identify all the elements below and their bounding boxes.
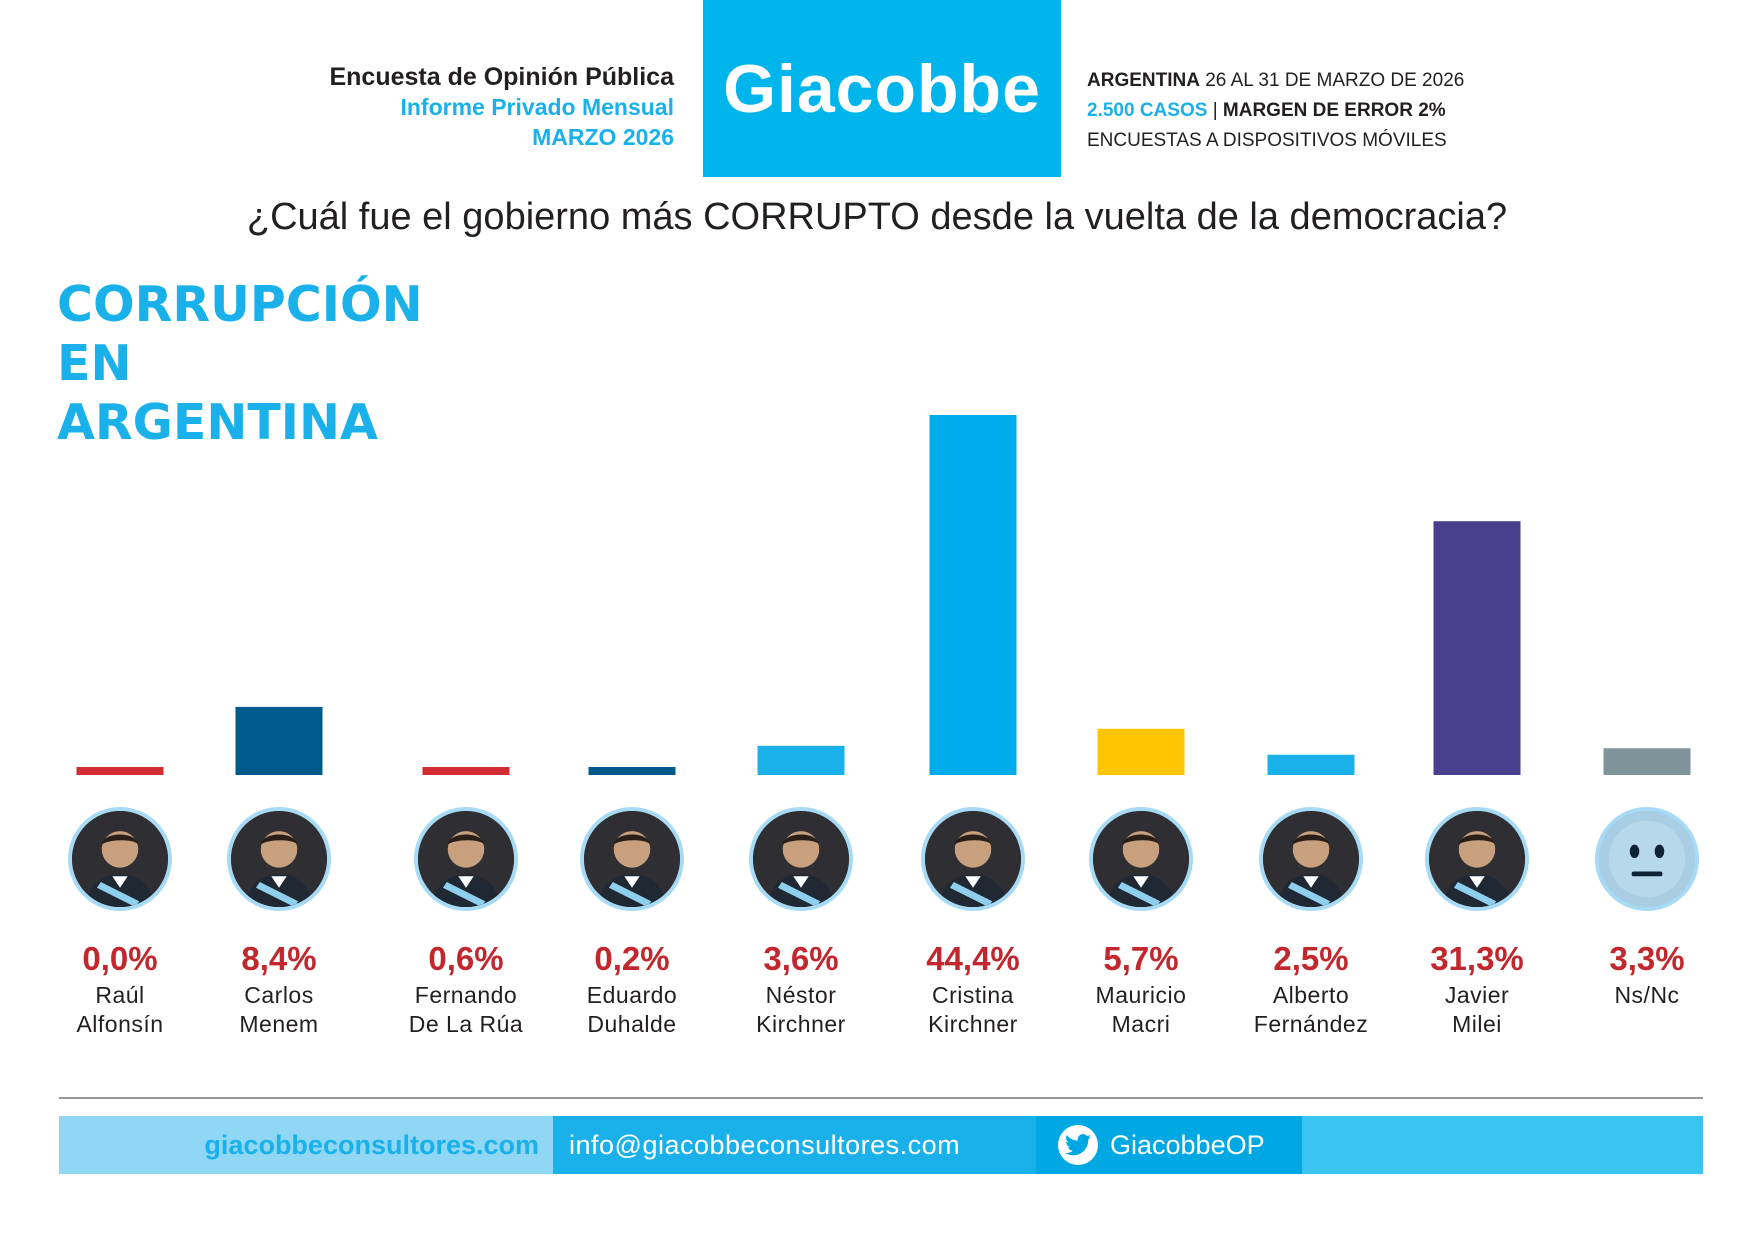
side-title-line-3: ARGENTINA [57,394,378,451]
survey-dates: 26 AL 31 DE MARZO DE 2026 [1205,70,1465,91]
survey-header-right: ARGENTINA 26 AL 31 DE MARZO DE 2026 2.50… [1087,66,1464,156]
survey-question: ¿Cuál fue el gobierno más CORRUPTO desde… [246,196,1508,238]
survey-method: ENCUESTAS A DISPOSITIVOS MÓVILES [1087,130,1447,151]
bar-3 [422,767,510,775]
side-title: CORRUPCIÓN EN ARGENTINA [57,275,423,452]
brand-logo: Giacobbe [703,0,1061,177]
footer-divider [59,1097,1703,1099]
twitter-bird-icon [1058,1125,1098,1165]
bar-10 [1603,748,1691,775]
report-type: Informe Privado Mensual [400,94,674,120]
bar-9 [1433,521,1521,775]
survey-title: Encuesta de Opinión Pública [329,63,674,91]
bar-7 [1097,728,1185,775]
survey-cases: 2.500 CASOS [1087,100,1208,121]
bar-1 [76,767,164,775]
survey-margin-of-error: MARGEN DE ERROR 2% [1222,100,1446,121]
twitter-link[interactable]: GiacobbeOP [1036,1116,1302,1174]
side-title-line-1: CORRUPCIÓN [57,276,423,333]
header-separator: | [1212,100,1218,121]
survey-country: ARGENTINA [1087,70,1200,91]
email-link[interactable]: info@giacobbeconsultores.com [553,1116,1036,1174]
footer-filler [1302,1116,1703,1174]
bar-2 [235,706,323,775]
bar-5 [757,745,845,775]
bar-8 [1267,754,1355,775]
twitter-handle: GiacobbeOP [1110,1129,1265,1160]
survey-header-left: Encuesta de Opinión Pública Informe Priv… [329,62,674,152]
bar-6 [929,415,1017,775]
side-title-line-2: EN [57,335,132,392]
bar-4 [588,767,676,775]
report-month: MARZO 2026 [532,124,674,150]
website-link[interactable]: giacobbeconsultores.com [59,1116,553,1174]
footer-bar: giacobbeconsultores.com info@giacobbecon… [59,1116,1703,1174]
